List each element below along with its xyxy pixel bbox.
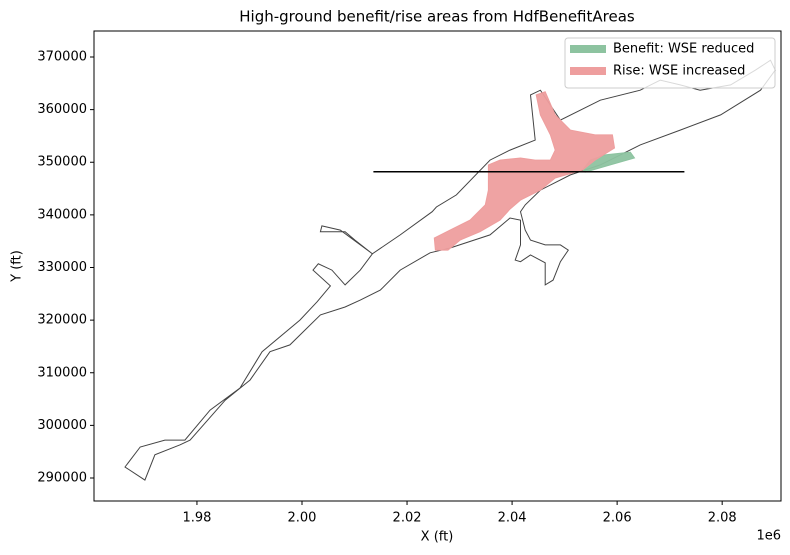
legend-box	[564, 37, 776, 89]
legend: Benefit: WSE reduced Rise: WSE increased	[564, 37, 776, 89]
chart-title: High-ground benefit/rise areas from HdfB…	[239, 8, 635, 26]
legend-label: Benefit: WSE reduced	[613, 42, 754, 57]
x-tick-label: 2.04	[498, 511, 527, 526]
y-tick-label: 360000	[37, 102, 87, 117]
area	[433, 91, 616, 251]
axes-frame	[93, 30, 782, 502]
x-tick-label: 2.00	[288, 511, 317, 526]
x-tick-label: 1.98	[182, 511, 211, 526]
x-offset-label: 1e6	[756, 529, 781, 544]
legend-label: Rise: WSE increased	[613, 64, 745, 79]
y-tick-label: 310000	[37, 365, 87, 380]
legend-swatch	[570, 45, 606, 53]
x-axis-label: X (ft)	[421, 530, 454, 545]
y-axis-label: Y (ft)	[10, 250, 25, 283]
x-tick-label: 2.06	[603, 511, 632, 526]
x-tick-label: 2.08	[708, 511, 737, 526]
y-tick-label: 320000	[37, 313, 87, 328]
y-tick-label: 330000	[37, 260, 87, 275]
y-tick-label: 370000	[37, 49, 87, 64]
legend-swatch	[570, 67, 606, 75]
x-tick-label: 2.02	[393, 511, 422, 526]
y-tick-label: 300000	[37, 418, 87, 433]
y-tick-label: 350000	[37, 155, 87, 170]
y-tick-label: 290000	[37, 471, 87, 486]
y-tick-label: 340000	[37, 207, 87, 222]
